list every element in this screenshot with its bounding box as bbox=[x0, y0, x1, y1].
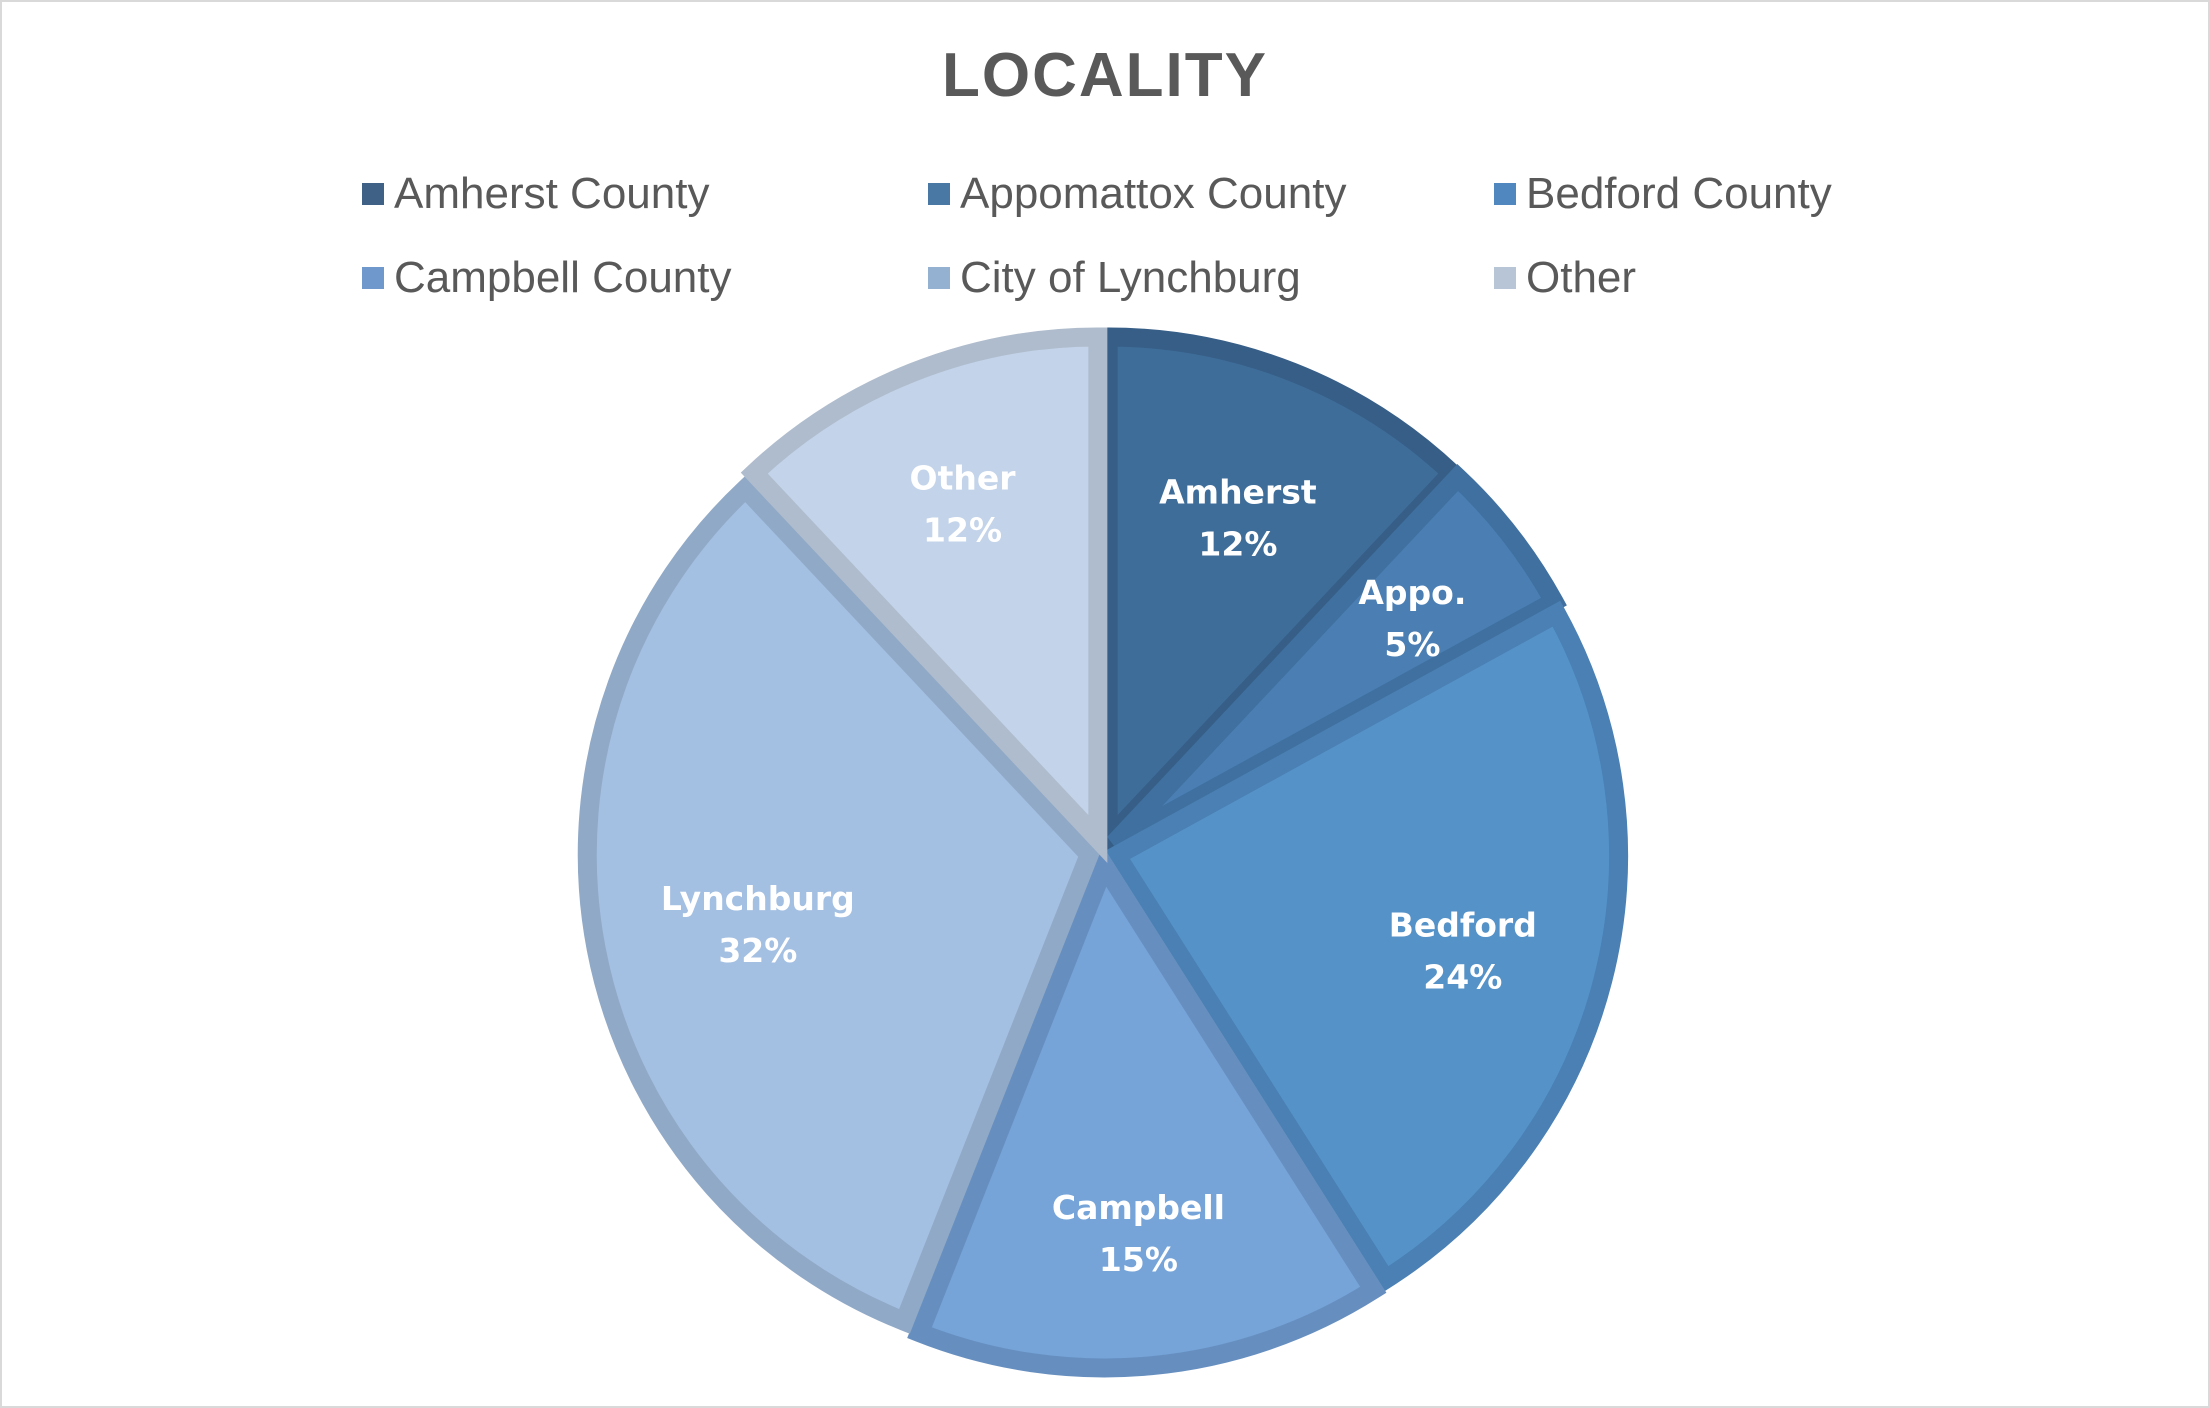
legend-item-amherst: Amherst County bbox=[362, 169, 928, 218]
slice-percent-appomattox: 5% bbox=[1384, 625, 1440, 664]
slice-label-other: Other bbox=[910, 458, 1017, 497]
legend-swatch bbox=[1494, 267, 1516, 289]
legend-item-lynchburg: City of Lynchburg bbox=[928, 253, 1494, 302]
pie-slice-campbell bbox=[907, 845, 1387, 1378]
slice-label-appomattox: Appo. bbox=[1358, 573, 1466, 612]
legend-label: Other bbox=[1526, 253, 1637, 302]
legend-label: Appomattox County bbox=[960, 169, 1347, 218]
slice-label-bedford: Bedford bbox=[1389, 905, 1537, 944]
legend-item-appomattox: Appomattox County bbox=[928, 169, 1494, 218]
legend-label: Bedford County bbox=[1526, 169, 1832, 218]
slice-percent-other: 12% bbox=[923, 510, 1002, 549]
legend-label: Campbell County bbox=[394, 253, 732, 302]
legend-label: Amherst County bbox=[394, 169, 710, 218]
slice-percent-campbell: 15% bbox=[1099, 1240, 1178, 1279]
legend-swatch bbox=[928, 183, 950, 205]
pie-slice-other bbox=[740, 327, 1108, 863]
slice-percent-bedford: 24% bbox=[1423, 957, 1502, 996]
slice-percent-lynchburg: 32% bbox=[718, 931, 797, 970]
pie-slice-bedford bbox=[1103, 600, 1629, 1293]
legend-label: City of Lynchburg bbox=[960, 253, 1301, 302]
chart-title: LOCALITY bbox=[942, 41, 1268, 110]
pie-slice-appomattox bbox=[1107, 464, 1567, 852]
legend-item-bedford: Bedford County bbox=[1494, 169, 2060, 218]
slice-label-amherst: Amherst bbox=[1159, 472, 1317, 511]
legend-item-other: Other bbox=[1494, 253, 2060, 302]
chart-legend: Amherst County Appomattox County Bedford… bbox=[362, 169, 2082, 302]
slice-label-campbell: Campbell bbox=[1052, 1188, 1225, 1227]
pie-slice-lynchburg bbox=[577, 475, 1101, 1334]
slice-percent-amherst: 12% bbox=[1198, 524, 1277, 563]
legend-swatch bbox=[362, 183, 384, 205]
pie-slice-amherst bbox=[1098, 327, 1466, 863]
legend-swatch bbox=[928, 267, 950, 289]
legend-swatch bbox=[1494, 183, 1516, 205]
legend-swatch bbox=[362, 267, 384, 289]
slice-label-lynchburg: Lynchburg bbox=[661, 879, 855, 918]
legend-item-campbell: Campbell County bbox=[362, 253, 928, 302]
